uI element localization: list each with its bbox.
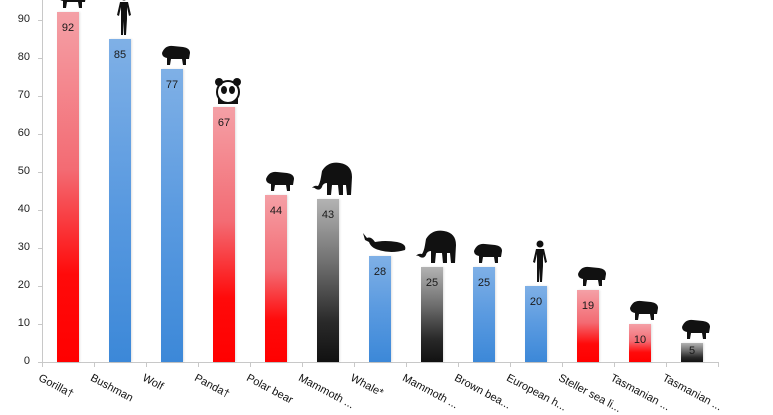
y-tick-mark [38, 248, 43, 249]
x-tick-label: Bushman [88, 372, 136, 405]
x-tick-mark [198, 362, 199, 367]
x-tick-mark [562, 362, 563, 367]
x-tick-label: Whale* [348, 372, 386, 400]
y-tick-label: 30 [17, 241, 30, 253]
bar-value-label: 43 [321, 208, 335, 221]
x-tick-mark [42, 362, 43, 367]
bar: 25 [421, 267, 443, 362]
brown-bear-icon [471, 239, 505, 270]
x-tick-label: Mammoth ... [400, 372, 460, 412]
bar-value-label: 25 [425, 277, 439, 289]
x-tick-label: Polar bear [244, 372, 295, 407]
x-tick-label: Wolf [140, 372, 166, 393]
bar-value-label: 28 [373, 265, 387, 278]
y-tick-label: 50 [17, 165, 30, 177]
bar: 67 [213, 107, 235, 362]
bar-value-label: 67 [217, 117, 231, 130]
bushman-icon [115, 0, 133, 42]
sea-lion-icon [575, 262, 609, 293]
x-tick-mark [510, 362, 511, 367]
x-tick-mark [146, 362, 147, 367]
bar-value-label: 92 [61, 22, 75, 35]
y-tick-label: 0 [23, 355, 30, 367]
x-tick-label: Panda† [192, 372, 232, 401]
x-tick-mark [614, 362, 615, 367]
bar-chart: 0 10 20 30 40 50 60 70 80 90 92 85 77 67 44 43 28 25 25 20… [17, 0, 724, 415]
bar-value-label: 44 [269, 204, 283, 217]
human-icon [531, 240, 549, 289]
bar: 28 [369, 255, 391, 362]
tasmanian-devil-icon [627, 296, 661, 327]
y-tick-mark [38, 96, 43, 97]
x-tick-mark [302, 362, 303, 367]
bar: 92 [57, 12, 79, 362]
x-tick-mark [94, 362, 95, 367]
bar: 20 [525, 286, 547, 362]
wolf-icon [159, 41, 193, 72]
x-tick-mark [354, 362, 355, 367]
y-tick-mark [38, 58, 43, 59]
bar-value-label: 85 [113, 49, 127, 61]
x-tick-mark [250, 362, 251, 367]
bar-value-label: 20 [529, 296, 543, 308]
polar-bear-icon [263, 167, 297, 198]
y-tick-label: 90 [17, 13, 30, 25]
y-tick-mark [38, 324, 43, 325]
bar: 44 [265, 194, 287, 362]
y-tick-mark [38, 210, 43, 211]
x-tick-mark [718, 362, 719, 367]
bar: 5 [681, 343, 703, 362]
whale-icon [361, 230, 407, 259]
y-tick-mark [38, 20, 43, 21]
x-tick-label: Gorilla† [36, 372, 76, 401]
x-tick-label: Tasmanian ... [660, 372, 724, 414]
y-tick-label: 40 [17, 203, 30, 215]
y-tick-mark [38, 172, 43, 173]
x-tick-mark [666, 362, 667, 367]
bar-value-label: 77 [165, 79, 179, 92]
bar-value-label: 10 [633, 334, 647, 346]
x-tick-mark [406, 362, 407, 367]
y-tick-label: 60 [17, 127, 30, 139]
y-tick-mark [38, 134, 43, 135]
bar: 10 [629, 324, 651, 362]
bar-value-label: 5 [688, 345, 696, 357]
bar: 43 [317, 198, 339, 362]
bar: 25 [473, 267, 495, 362]
panda-icon [214, 77, 242, 110]
y-tick-mark [38, 286, 43, 287]
bar-value-label: 25 [477, 277, 491, 289]
mammoth-icon [310, 161, 354, 202]
x-tick-mark [458, 362, 459, 367]
x-axis [42, 362, 718, 363]
bar: 19 [577, 289, 599, 362]
y-tick-label: 10 [17, 317, 30, 329]
y-tick-mark [38, 362, 43, 363]
y-tick-label: 20 [17, 279, 30, 291]
x-tick-label: Mammoth ... [296, 372, 356, 412]
mammoth-icon [414, 229, 458, 270]
bar-value-label: 19 [581, 299, 595, 312]
thylacine-icon [679, 315, 713, 346]
gorilla-icon [55, 0, 89, 15]
y-tick-label: 80 [17, 51, 30, 63]
bar: 85 [109, 39, 131, 362]
y-axis [42, 0, 43, 363]
bar: 77 [161, 69, 183, 362]
y-tick-label: 70 [17, 89, 30, 101]
